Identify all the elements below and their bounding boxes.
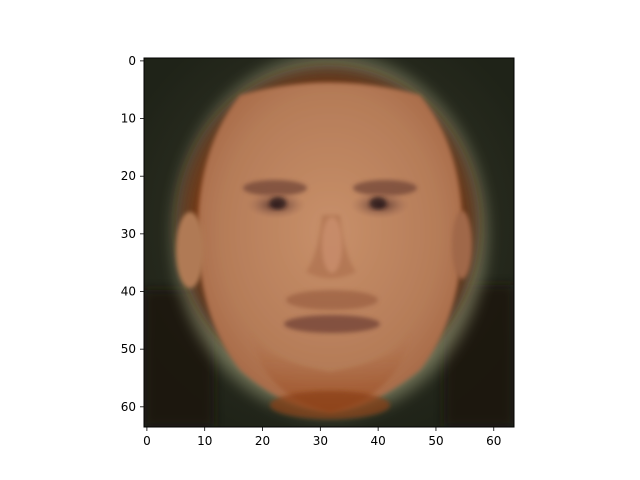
y-tick-label: 0 bbox=[128, 54, 136, 68]
y-tick-label: 60 bbox=[121, 400, 136, 414]
beard bbox=[250, 330, 412, 412]
y-tick-label: 50 bbox=[121, 342, 136, 356]
right-ear bbox=[452, 211, 472, 279]
x-axis: 0 10 20 30 40 50 60 bbox=[143, 427, 501, 448]
x-tick-label: 30 bbox=[313, 434, 328, 448]
right-iris bbox=[370, 197, 386, 209]
y-tick-label: 20 bbox=[121, 169, 136, 183]
x-tick-label: 60 bbox=[486, 434, 501, 448]
x-tick-label: 0 bbox=[143, 434, 151, 448]
x-tick-label: 40 bbox=[371, 434, 386, 448]
x-tick-label: 20 bbox=[255, 434, 270, 448]
chin-shadow bbox=[270, 391, 390, 419]
y-tick-label: 40 bbox=[121, 285, 136, 299]
left-brow bbox=[243, 180, 307, 196]
y-axis: 0 10 20 30 40 50 60 bbox=[121, 54, 144, 414]
y-tick-label: 10 bbox=[121, 112, 136, 126]
x-tick-label: 10 bbox=[197, 434, 212, 448]
moustache bbox=[286, 290, 378, 310]
nose-highlight bbox=[322, 217, 342, 273]
y-tick-label: 30 bbox=[121, 227, 136, 241]
left-ear bbox=[176, 212, 204, 288]
plot-frame bbox=[143, 57, 515, 428]
left-iris bbox=[270, 197, 286, 209]
lips bbox=[284, 315, 380, 333]
x-tick-label: 50 bbox=[428, 434, 443, 448]
face-image bbox=[144, 58, 514, 427]
